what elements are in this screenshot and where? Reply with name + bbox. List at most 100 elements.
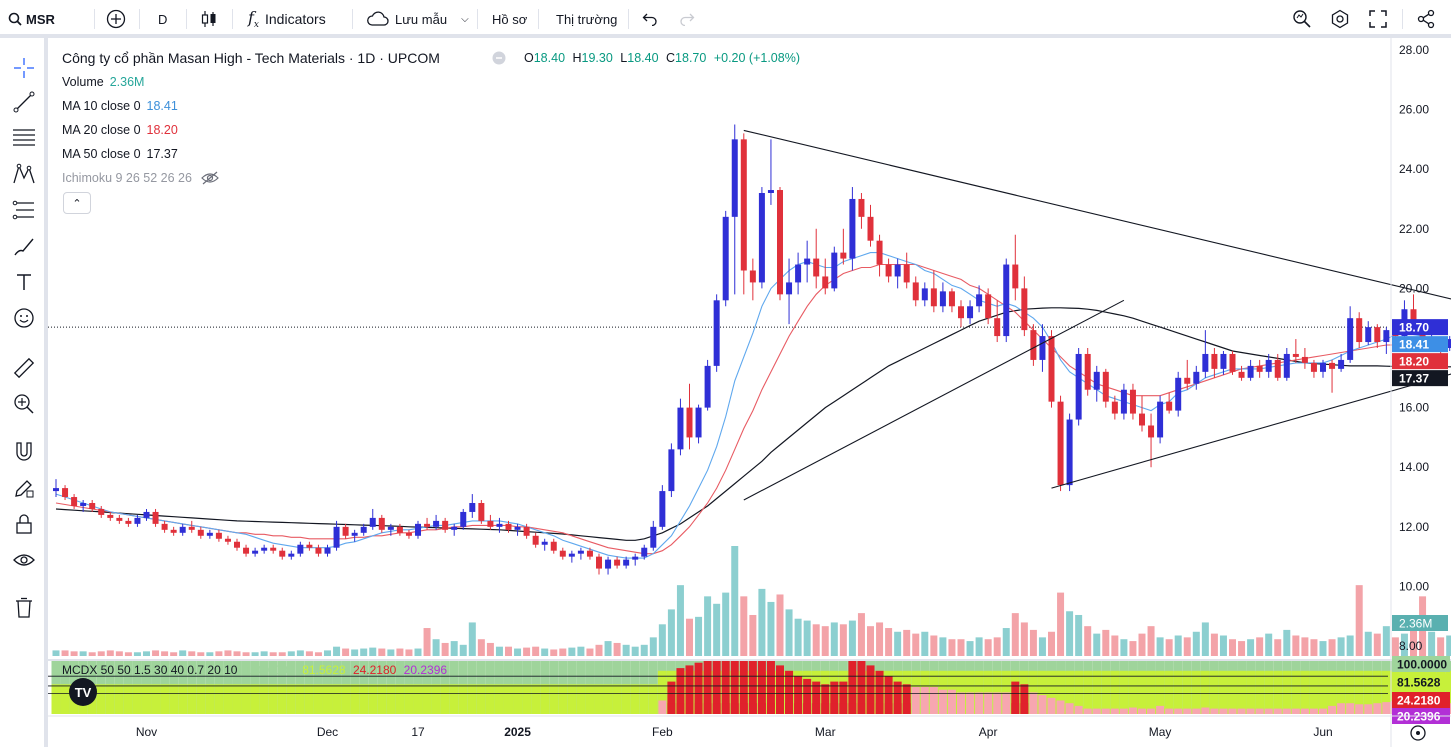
keep-drawing-tool[interactable] xyxy=(10,474,38,502)
mcdx-tag-bg xyxy=(1392,674,1450,690)
time-tick: Nov xyxy=(136,725,157,739)
mcdx-lime-bar xyxy=(648,684,658,714)
crosshair-tool[interactable] xyxy=(10,54,38,82)
projection-tool[interactable] xyxy=(10,196,38,224)
legend-volume[interactable]: Volume 2.36M xyxy=(62,75,144,89)
hide-drawings-tool[interactable] xyxy=(10,546,38,574)
mcdx-lime-bar xyxy=(1056,670,1066,714)
candle-body xyxy=(143,511,150,518)
candle-body xyxy=(704,365,711,408)
mcdx-red-bar xyxy=(1101,708,1110,714)
mcdx-legend[interactable]: MCDX 50 50 1.5 30 40 0.7 20 10 100.0000 … xyxy=(62,663,447,677)
volume-bar xyxy=(70,651,78,656)
pattern-tool[interactable] xyxy=(10,160,38,188)
mcdx-lime-bar xyxy=(422,684,432,714)
chart-type-button[interactable] xyxy=(200,0,218,38)
legend-ma10[interactable]: MA 10 close 0 18.41 xyxy=(62,99,178,113)
price-tag-bg xyxy=(1392,370,1448,387)
mcdx-lime-bar xyxy=(1218,670,1228,714)
candle-body xyxy=(758,193,765,283)
mcdx-lime-bar xyxy=(323,684,332,714)
goto-date-button[interactable] xyxy=(1409,724,1427,742)
pattern-icon xyxy=(13,163,35,184)
mcdx-lime-bar xyxy=(1182,670,1192,714)
collapse-legend-button[interactable]: ⌃ xyxy=(63,192,91,214)
candle-body xyxy=(324,547,331,554)
mcdx-red-bar xyxy=(821,684,830,714)
candle-body xyxy=(1003,264,1010,337)
share-button[interactable] xyxy=(1416,0,1436,38)
brush-tool[interactable] xyxy=(10,232,38,260)
mcdx-lime-bar xyxy=(1128,670,1138,714)
undo-button[interactable] xyxy=(642,0,658,38)
fullscreen-button[interactable] xyxy=(1369,0,1387,38)
redo-button[interactable] xyxy=(679,0,695,38)
candle-body xyxy=(152,511,159,524)
close-value: 18.70 xyxy=(675,51,707,65)
interval-button[interactable]: D xyxy=(158,11,168,27)
legend-ma50[interactable]: MA 50 close 0 17.37 xyxy=(62,147,178,161)
trendline-tool[interactable] xyxy=(10,88,38,116)
text-tool[interactable] xyxy=(10,268,38,296)
candle-body xyxy=(442,520,449,530)
trendlines[interactable] xyxy=(743,129,1451,501)
volume-bar xyxy=(758,588,766,656)
candle-body xyxy=(496,523,503,527)
volume-bar xyxy=(1256,637,1264,656)
volume-bar xyxy=(52,650,60,656)
save-layout-button[interactable]: Lưu mẫu ⌵ xyxy=(366,0,469,38)
mcdx-v2: 81.5628 xyxy=(302,663,346,677)
legend-ma20[interactable]: MA 20 close 0 18.20 xyxy=(62,123,178,137)
volume-bar xyxy=(722,592,730,656)
candle-body xyxy=(1102,371,1109,402)
candle-body xyxy=(894,264,901,277)
price-axis: 28.0026.0024.0022.0020.0018.0016.0014.00… xyxy=(1390,38,1450,747)
candle-body xyxy=(1274,359,1281,378)
mcdx-lime-bar xyxy=(1246,670,1256,714)
volume-bar xyxy=(432,639,440,656)
compare-button[interactable] xyxy=(106,0,126,38)
volume-bar xyxy=(667,609,675,656)
lock-tool[interactable] xyxy=(10,510,38,538)
mcdx-red-base xyxy=(893,703,902,714)
candle-body xyxy=(179,526,186,533)
volume-bar xyxy=(631,646,639,656)
candle-body xyxy=(985,294,992,319)
volume-bar xyxy=(1328,639,1336,656)
measure-tool[interactable] xyxy=(10,354,38,382)
eye-hidden-icon[interactable] xyxy=(201,171,220,185)
high-value: 19.30 xyxy=(581,51,613,65)
mcdx-lime-bar xyxy=(114,684,124,714)
indicators-button[interactable]: fx Indicators xyxy=(248,0,326,38)
magnet-tool[interactable] xyxy=(10,438,38,466)
price-chart[interactable]: 28.0026.0024.0022.0020.0018.0016.0014.00… xyxy=(48,38,1451,747)
legend-ichimoku[interactable]: Ichimoku 9 26 52 26 26 xyxy=(62,171,220,185)
candle-body xyxy=(1148,425,1155,438)
mcdx-red-bar xyxy=(1246,708,1255,714)
volume-bar xyxy=(133,652,141,656)
mcdx-lime-bar xyxy=(1209,670,1219,714)
candle-body xyxy=(1220,353,1227,369)
volume-bar xyxy=(713,603,721,656)
candle-body xyxy=(804,258,811,265)
mcdx-red-bar xyxy=(1092,708,1101,714)
remove-drawings-tool[interactable] xyxy=(10,594,38,622)
mcdx-lime-bar xyxy=(1273,670,1283,714)
symbol-search[interactable]: MSR xyxy=(8,0,55,38)
trendline-icon xyxy=(13,91,35,113)
zoom-tool[interactable] xyxy=(10,390,38,418)
quick-search-button[interactable] xyxy=(1292,0,1312,38)
mcdx-red-base xyxy=(703,703,712,714)
candles xyxy=(53,124,1451,575)
profile-button[interactable]: Hồ sơ xyxy=(492,11,528,27)
fib-tool[interactable] xyxy=(10,124,38,152)
market-button[interactable]: Thị trường xyxy=(556,11,618,27)
emoji-tool[interactable] xyxy=(10,304,38,332)
candle-body xyxy=(1030,330,1037,360)
mcdx-lime-bar xyxy=(476,684,486,714)
candle-body xyxy=(532,535,539,545)
candle-body xyxy=(1383,330,1390,343)
settings-button[interactable] xyxy=(1330,0,1350,38)
candle-body xyxy=(1075,353,1082,420)
candle-body xyxy=(858,198,865,217)
